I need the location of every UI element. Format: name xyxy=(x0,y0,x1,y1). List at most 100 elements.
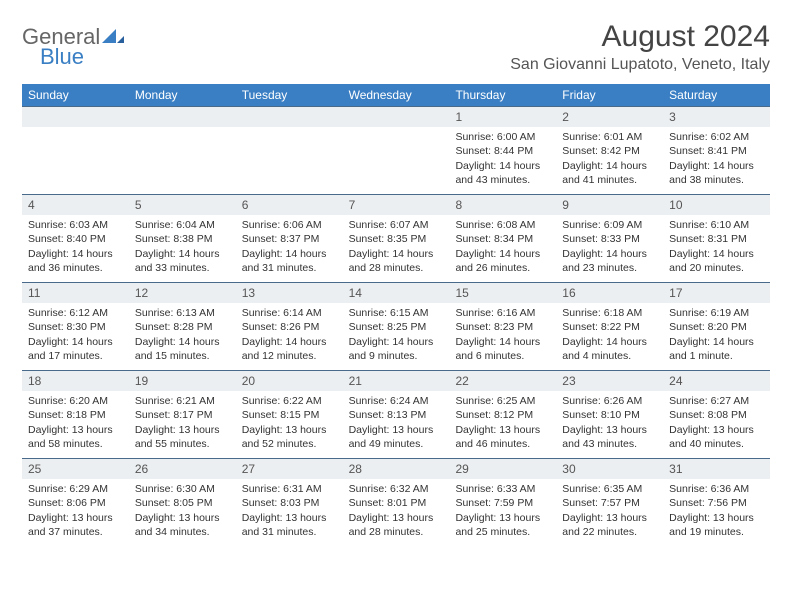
sunrise-text: Sunrise: 6:01 AM xyxy=(562,130,657,144)
day-body: Sunrise: 6:31 AMSunset: 8:03 PMDaylight:… xyxy=(236,482,343,539)
daylight-text: Daylight: 14 hours and 4 minutes. xyxy=(562,335,657,363)
sunset-text: Sunset: 8:23 PM xyxy=(455,320,550,334)
sunrise-text: Sunrise: 6:31 AM xyxy=(242,482,337,496)
daylight-text: Daylight: 13 hours and 19 minutes. xyxy=(669,511,764,539)
daylight-text: Daylight: 14 hours and 23 minutes. xyxy=(562,247,657,275)
day-number: 14 xyxy=(343,282,450,303)
sunrise-text: Sunrise: 6:16 AM xyxy=(455,306,550,320)
day-cell xyxy=(343,106,450,194)
sunrise-text: Sunrise: 6:19 AM xyxy=(669,306,764,320)
day-body: Sunrise: 6:20 AMSunset: 8:18 PMDaylight:… xyxy=(22,394,129,451)
sunset-text: Sunset: 8:31 PM xyxy=(669,232,764,246)
sunrise-text: Sunrise: 6:30 AM xyxy=(135,482,230,496)
sunrise-text: Sunrise: 6:14 AM xyxy=(242,306,337,320)
sunrise-text: Sunrise: 6:13 AM xyxy=(135,306,230,320)
day-cell: 31Sunrise: 6:36 AMSunset: 7:56 PMDayligh… xyxy=(663,458,770,546)
day-number: 5 xyxy=(129,194,236,215)
day-cell: 1Sunrise: 6:00 AMSunset: 8:44 PMDaylight… xyxy=(449,106,556,194)
day-cell: 15 Sunrise: 6:16 AMSunset: 8:23 PMDayligh… xyxy=(449,282,556,370)
day-body: Sunrise: 6:06 AMSunset: 8:37 PMDaylight:… xyxy=(236,218,343,275)
sunset-text: Sunset: 8:10 PM xyxy=(562,408,657,422)
day-number: 17 xyxy=(663,282,770,303)
day-body: Sunrise: 6:15 AMSunset: 8:25 PMDaylight:… xyxy=(343,306,450,363)
day-cell xyxy=(129,106,236,194)
sunset-text: Sunset: 8:25 PM xyxy=(349,320,444,334)
sunrise-text: Sunrise: 6:25 AM xyxy=(455,394,550,408)
day-cell: 25Sunrise: 6:29 AMSunset: 8:06 PMDayligh… xyxy=(22,458,129,546)
daylight-text: Daylight: 14 hours and 31 minutes. xyxy=(242,247,337,275)
sunset-text: Sunset: 8:01 PM xyxy=(349,496,444,510)
sunrise-text: Sunrise: 6:03 AM xyxy=(28,218,123,232)
sunset-text: Sunset: 8:18 PM xyxy=(28,408,123,422)
sunrise-text: Sunrise: 6:22 AM xyxy=(242,394,337,408)
month-title: August 2024 xyxy=(510,20,770,54)
day-cell: 5Sunrise: 6:04 AMSunset: 8:38 PMDaylight… xyxy=(129,194,236,282)
sunrise-text: Sunrise: 6:10 AM xyxy=(669,218,764,232)
day-number: 12 xyxy=(129,282,236,303)
day-number: 2 xyxy=(556,106,663,127)
sunrise-text: Sunrise: 6:35 AM xyxy=(562,482,657,496)
day-cell: 21Sunrise: 6:24 AMSunset: 8:13 PMDayligh… xyxy=(343,370,450,458)
weeks-container: 1Sunrise: 6:00 AMSunset: 8:44 PMDaylight… xyxy=(22,106,770,546)
sunrise-text: Sunrise: 6:04 AM xyxy=(135,218,230,232)
daylight-text: Daylight: 14 hours and 28 minutes. xyxy=(349,247,444,275)
week-row: 1Sunrise: 6:00 AMSunset: 8:44 PMDaylight… xyxy=(22,106,770,194)
daylight-text: Daylight: 13 hours and 46 minutes. xyxy=(455,423,550,451)
sunset-text: Sunset: 8:44 PM xyxy=(455,144,550,158)
day-cell: 12 Sunrise: 6:13 AMSunset: 8:28 PMDayligh… xyxy=(129,282,236,370)
day-number: 4 xyxy=(22,194,129,215)
sunrise-text: Sunrise: 6:24 AM xyxy=(349,394,444,408)
day-cell: 26Sunrise: 6:30 AMSunset: 8:05 PMDayligh… xyxy=(129,458,236,546)
sunset-text: Sunset: 8:13 PM xyxy=(349,408,444,422)
day-body: Sunrise: 6:30 AMSunset: 8:05 PMDaylight:… xyxy=(129,482,236,539)
day-number: 25 xyxy=(22,458,129,479)
sunset-text: Sunset: 7:59 PM xyxy=(455,496,550,510)
day-number xyxy=(129,106,236,127)
daylight-text: Daylight: 14 hours and 17 minutes. xyxy=(28,335,123,363)
day-number: 9 xyxy=(556,194,663,215)
logo-sail-icon xyxy=(102,27,124,43)
day-body: Sunrise: 6:14 AMSunset: 8:26 PMDaylight:… xyxy=(236,306,343,363)
day-number: 15 xyxy=(449,282,556,303)
day-body: Sunrise: 6:19 AMSunset: 8:20 PMDaylight:… xyxy=(663,306,770,363)
daylight-text: Daylight: 14 hours and 38 minutes. xyxy=(669,159,764,187)
daylight-text: Daylight: 13 hours and 58 minutes. xyxy=(28,423,123,451)
daylight-text: Daylight: 13 hours and 49 minutes. xyxy=(349,423,444,451)
day-body: Sunrise: 6:33 AMSunset: 7:59 PMDaylight:… xyxy=(449,482,556,539)
day-body: Sunrise: 6:13 AMSunset: 8:28 PMDaylight:… xyxy=(129,306,236,363)
day-number: 19 xyxy=(129,370,236,391)
sunset-text: Sunset: 8:42 PM xyxy=(562,144,657,158)
day-body: Sunrise: 6:16 AMSunset: 8:23 PMDaylight:… xyxy=(449,306,556,363)
logo-text-blue: Blue xyxy=(40,44,84,70)
title-block: August 2024 San Giovanni Lupatoto, Venet… xyxy=(510,20,770,74)
weekday-sunday: Sunday xyxy=(22,84,129,106)
location: San Giovanni Lupatoto, Veneto, Italy xyxy=(510,56,770,74)
day-body: Sunrise: 6:18 AMSunset: 8:22 PMDaylight:… xyxy=(556,306,663,363)
day-cell: 17 Sunrise: 6:19 AMSunset: 8:20 PMDayligh… xyxy=(663,282,770,370)
sunset-text: Sunset: 8:03 PM xyxy=(242,496,337,510)
sunset-text: Sunset: 8:20 PM xyxy=(669,320,764,334)
sunset-text: Sunset: 8:30 PM xyxy=(28,320,123,334)
day-number: 28 xyxy=(343,458,450,479)
day-number: 31 xyxy=(663,458,770,479)
day-cell xyxy=(22,106,129,194)
sunset-text: Sunset: 7:57 PM xyxy=(562,496,657,510)
daylight-text: Daylight: 14 hours and 6 minutes. xyxy=(455,335,550,363)
day-number: 11 xyxy=(22,282,129,303)
day-body: Sunrise: 6:08 AMSunset: 8:34 PMDaylight:… xyxy=(449,218,556,275)
day-cell: 29Sunrise: 6:33 AMSunset: 7:59 PMDayligh… xyxy=(449,458,556,546)
daylight-text: Daylight: 14 hours and 43 minutes. xyxy=(455,159,550,187)
day-body: Sunrise: 6:12 AMSunset: 8:30 PMDaylight:… xyxy=(22,306,129,363)
week-row: 4Sunrise: 6:03 AMSunset: 8:40 PMDaylight… xyxy=(22,194,770,282)
day-cell: 6Sunrise: 6:06 AMSunset: 8:37 PMDaylight… xyxy=(236,194,343,282)
weekday-tuesday: Tuesday xyxy=(236,84,343,106)
sunrise-text: Sunrise: 6:15 AM xyxy=(349,306,444,320)
daylight-text: Daylight: 13 hours and 31 minutes. xyxy=(242,511,337,539)
day-cell: 11 Sunrise: 6:12 AMSunset: 8:30 PMDayligh… xyxy=(22,282,129,370)
sunrise-text: Sunrise: 6:36 AM xyxy=(669,482,764,496)
daylight-text: Daylight: 14 hours and 41 minutes. xyxy=(562,159,657,187)
day-cell: 22Sunrise: 6:25 AMSunset: 8:12 PMDayligh… xyxy=(449,370,556,458)
day-number: 16 xyxy=(556,282,663,303)
daylight-text: Daylight: 14 hours and 20 minutes. xyxy=(669,247,764,275)
day-body: Sunrise: 6:01 AMSunset: 8:42 PMDaylight:… xyxy=(556,130,663,187)
